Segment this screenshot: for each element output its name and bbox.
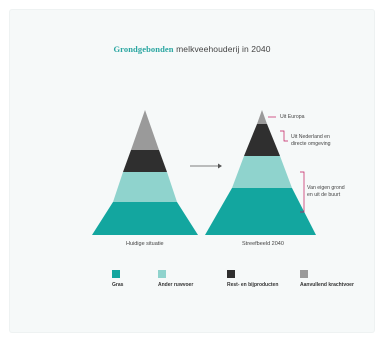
legend-item-rest-bijproducten: Rest- en bijproducten [227,270,278,288]
layer-gras [92,202,198,235]
title-accent: Grondgebonden [113,44,174,54]
legend: Gras Ander ruwvoer Rest- en bijproducten… [0,270,384,290]
pyramid-huidige-situatie [92,110,198,235]
layer-gras [205,188,316,235]
legend-swatch-ander-ruwvoer [158,270,166,278]
legend-swatch-gras [112,270,120,278]
legend-item-aanvullend-krachtvoer: Aanvullend krachtvoer [300,270,354,288]
connector-uit-nederland [280,130,288,142]
legend-label-gras: Gras [112,282,124,288]
layer-rest-bijproducten [123,150,167,172]
layer-ander-ruwvoer [113,172,177,202]
legend-label-rest-bijproducten: Rest- en bijproducten [227,282,279,288]
bracket-eigen-grond [300,171,305,213]
layer-aanvullend-krachtvoer [131,110,159,150]
figure-title: Grondgebonden melkveehouderij in 2040 [0,44,384,54]
layer-ander-ruwvoer [232,156,292,188]
legend-label-ander-ruwvoer: Ander ruwvoer [158,282,194,288]
legend-label-aanvullend-krachtvoer: Aanvullend krachtvoer [300,282,354,288]
legend-item-ander-ruwvoer: Ander ruwvoer [158,270,193,288]
caption-huidige-situatie: Huidige situatie [126,241,164,247]
legend-swatch-rest-bijproducten [227,270,235,278]
annotation-eigen-grond: Van eigen grond en uit de buurt [307,185,345,198]
annotation-uit-nederland: Uit Nederland en directe omgeving [291,134,331,147]
caption-streefbeeld-2040: Streefbeeld 2040 [242,241,284,247]
legend-item-gras: Gras [112,270,123,288]
layer-rest-bijproducten [244,124,280,156]
figure-panel [10,10,374,332]
title-rest: melkveehouderij in 2040 [173,44,271,54]
legend-swatch-aanvullend-krachtvoer [300,270,308,278]
transition-arrow [190,163,222,169]
annotation-connectors [268,116,305,213]
pyramid-streefbeeld-2040 [205,110,316,235]
layer-aanvullend-krachtvoer [257,110,267,124]
annotation-uit-europa: Uit Europa [280,114,305,120]
